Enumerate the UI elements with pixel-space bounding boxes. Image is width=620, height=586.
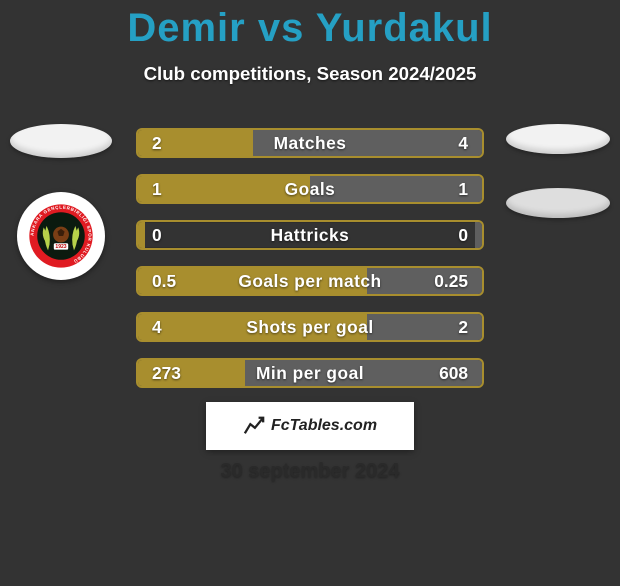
- stat-row-goals: 11Goals: [136, 174, 484, 204]
- right-chip-column: [506, 124, 610, 218]
- stat-fill-left: [138, 176, 310, 202]
- date: 30 september 2024: [0, 460, 620, 483]
- stat-fill-right: [310, 176, 482, 202]
- stat-fill-left: [138, 222, 145, 248]
- stat-row-goals-per-match: 0.50.25Goals per match: [136, 266, 484, 296]
- stat-row-hattricks: 00Hattricks: [136, 220, 484, 250]
- stat-label: Hattricks: [138, 222, 482, 248]
- svg-text:1923: 1923: [55, 244, 66, 250]
- stat-fill-left: [138, 360, 245, 386]
- title-player1: Demir: [127, 6, 245, 50]
- player1-chip: [10, 124, 112, 158]
- club-badge-svg: ANKARA GENÇLERBİRLİĞİ SPOR KULÜBÜ 1923: [25, 200, 97, 272]
- watermark: FcTables.com: [206, 402, 414, 450]
- stat-row-matches: 24Matches: [136, 128, 484, 158]
- stat-fill-right: [253, 130, 482, 156]
- stat-fill-left: [138, 314, 367, 340]
- stat-fill-left: [138, 130, 253, 156]
- title-vs: vs: [258, 6, 305, 50]
- left-chip-column: ANKARA GENÇLERBİRLİĞİ SPOR KULÜBÜ 1923: [10, 124, 112, 280]
- stat-fill-right: [367, 314, 482, 340]
- page-title: Demir vs Yurdakul: [0, 6, 620, 51]
- stat-fill-right: [245, 360, 482, 386]
- chart-icon: [243, 415, 265, 437]
- stat-row-shots-per-goal: 42Shots per goal: [136, 312, 484, 342]
- watermark-text: FcTables.com: [271, 417, 377, 435]
- stat-row-min-per-goal: 273608Min per goal: [136, 358, 484, 388]
- player2-chip-2: [506, 188, 610, 218]
- subtitle: Club competitions, Season 2024/2025: [0, 63, 620, 85]
- club-badge: ANKARA GENÇLERBİRLİĞİ SPOR KULÜBÜ 1923: [17, 192, 105, 280]
- stat-fill-right: [475, 222, 482, 248]
- stat-fill-left: [138, 268, 367, 294]
- player2-chip-1: [506, 124, 610, 154]
- stat-fill-right: [367, 268, 482, 294]
- stats-bars: 24Matches 11Goals 00Hattricks 0.50.25Goals …: [136, 128, 484, 388]
- title-player2: Yurdakul: [316, 6, 493, 50]
